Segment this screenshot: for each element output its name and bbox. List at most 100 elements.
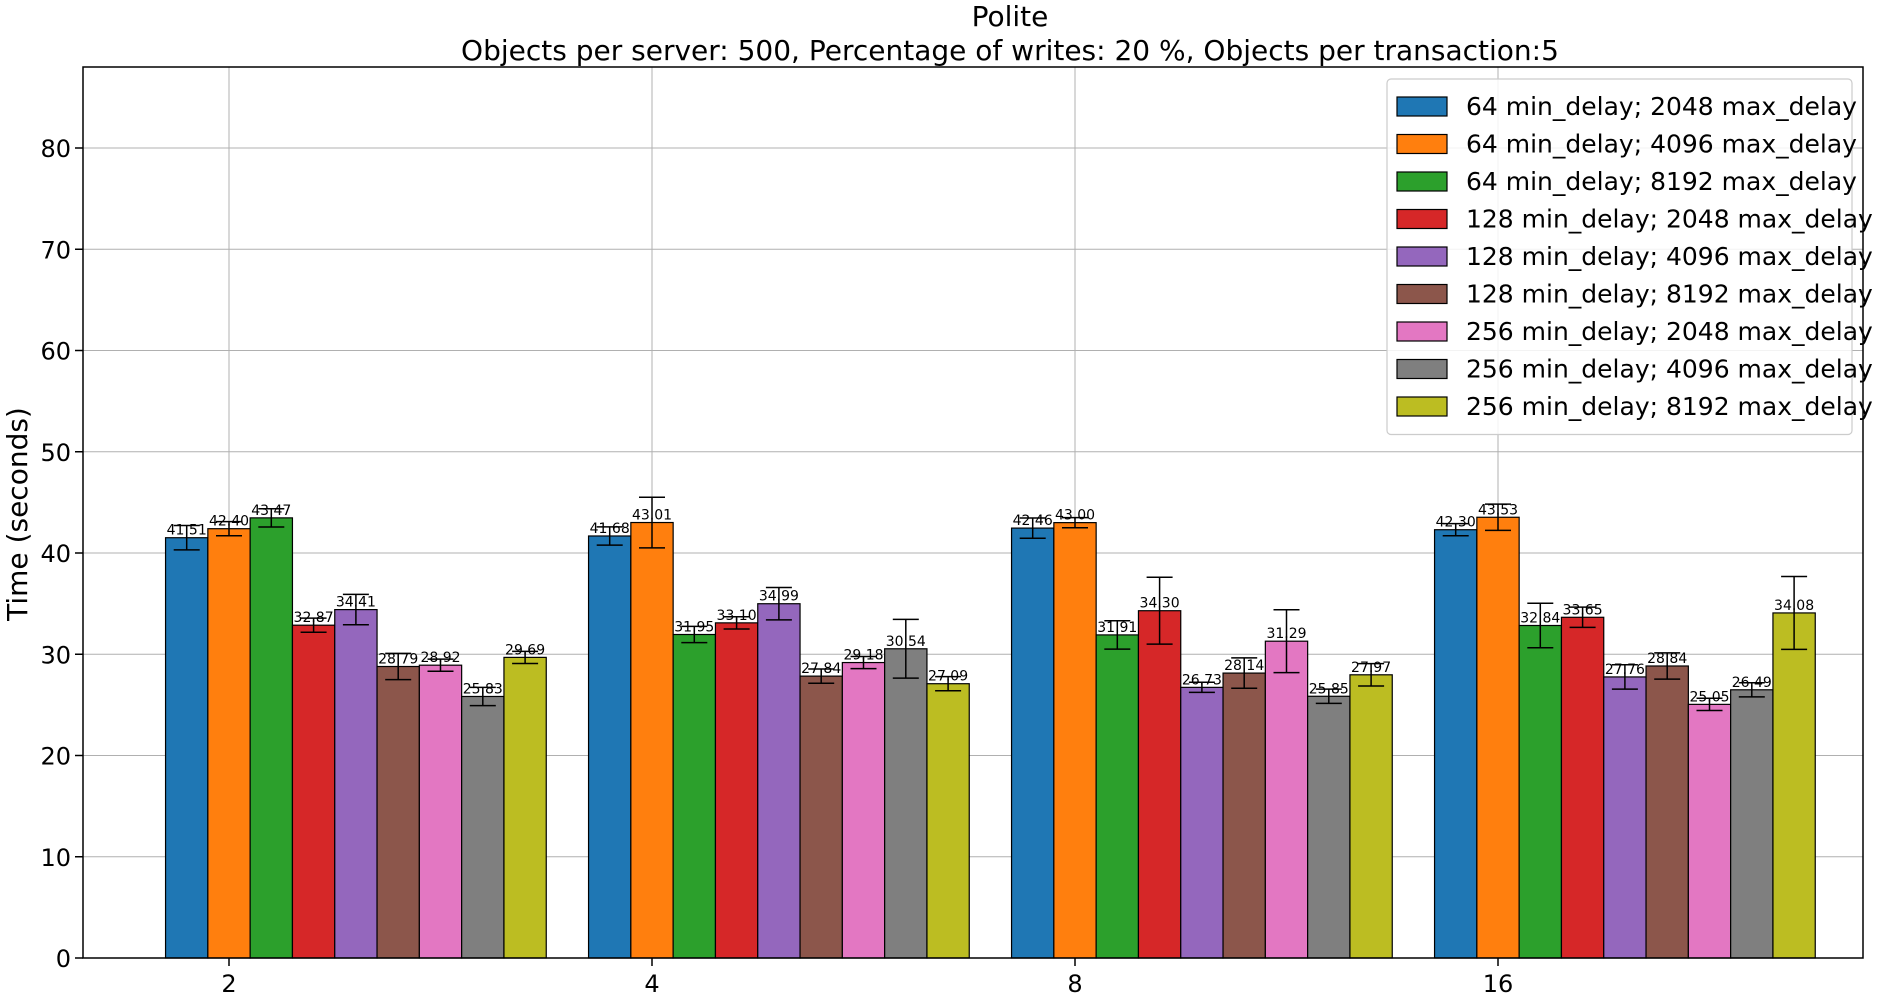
bar — [1307, 695, 1351, 959]
legend-swatch — [1396, 246, 1448, 267]
data-label: 27.09 — [928, 669, 968, 685]
legend-label: 256 min_delay; 2048 max_delay — [1466, 317, 1873, 346]
data-label: 29.69 — [505, 642, 545, 658]
bar — [757, 603, 801, 959]
data-label: 28.79 — [378, 652, 418, 668]
data-label: 41.51 — [167, 523, 207, 539]
bar — [714, 622, 759, 959]
data-label: 27.76 — [1605, 662, 1645, 678]
bar — [884, 648, 928, 959]
data-label: 42.46 — [1013, 513, 1053, 529]
legend-swatch — [1396, 396, 1448, 417]
bar — [334, 608, 378, 959]
y-tick-label: 60 — [40, 338, 71, 366]
data-label: 41.68 — [590, 521, 630, 537]
data-label: 27.84 — [801, 661, 841, 677]
data-label: 33.65 — [1563, 602, 1603, 618]
legend-swatch — [1396, 96, 1448, 117]
legend-label: 64 min_delay; 4096 max_delay — [1466, 130, 1857, 159]
y-tick-label: 30 — [40, 641, 71, 669]
x-tick-label: 8 — [1067, 970, 1082, 998]
data-label: 43.53 — [1478, 502, 1518, 518]
bar — [1264, 640, 1309, 959]
y-tick-label: 0 — [56, 945, 71, 973]
bar — [1772, 612, 1816, 959]
legend-label: 64 min_delay; 2048 max_delay — [1466, 92, 1857, 121]
y-tick-label: 10 — [40, 844, 71, 872]
data-label: 25.85 — [1309, 681, 1349, 697]
data-label: 34.99 — [759, 589, 799, 605]
bar — [672, 633, 717, 959]
bar — [1053, 522, 1097, 959]
legend-label: 256 min_delay; 8192 max_delay — [1466, 392, 1873, 421]
x-tick-label: 2 — [221, 970, 236, 998]
legend-label: 256 min_delay; 4096 max_delay — [1466, 355, 1873, 384]
data-label: 34.30 — [1140, 596, 1180, 612]
legend-swatch — [1396, 133, 1448, 155]
data-label: 43.01 — [632, 508, 672, 524]
legend-label: 128 min_delay; 8192 max_delay — [1466, 280, 1873, 309]
bar — [503, 656, 547, 959]
data-label: 29.18 — [843, 648, 883, 664]
data-label: 30.54 — [886, 634, 926, 650]
data-label: 31.91 — [1097, 620, 1137, 636]
bar — [291, 624, 336, 959]
y-tick-label: 50 — [40, 439, 71, 467]
legend-label: 128 min_delay; 2048 max_delay — [1466, 205, 1873, 234]
data-label: 28.84 — [1647, 651, 1687, 667]
data-label: 28.14 — [1224, 658, 1264, 674]
data-label: 34.08 — [1774, 598, 1814, 614]
bar — [587, 535, 632, 959]
legend-swatch — [1396, 321, 1448, 342]
legend-box — [1386, 78, 1853, 436]
x-tick-label: 16 — [1483, 970, 1514, 998]
y-tick-label: 70 — [40, 236, 71, 264]
bar — [207, 528, 251, 959]
axis-ticks: 0 10 20 30 40 50 60 70 80 2 4 8 16 — [40, 135, 1513, 998]
chart-subtitle: Objects per server: 500, Percentage of w… — [461, 34, 1559, 67]
bar — [1222, 672, 1266, 959]
bar — [1010, 527, 1055, 959]
bar — [1518, 624, 1563, 959]
y-axis-label: Time (seconds) — [1, 407, 34, 622]
bar — [1349, 674, 1393, 959]
bar — [376, 665, 420, 959]
bar — [418, 664, 463, 959]
bar — [1180, 686, 1224, 959]
bar — [1687, 703, 1732, 959]
bars — [164, 496, 1816, 959]
legend-swatch — [1396, 358, 1448, 380]
legend-label: 64 min_delay; 8192 max_delay — [1466, 167, 1857, 196]
bar — [799, 675, 843, 959]
bar — [1645, 665, 1689, 959]
bar — [1137, 610, 1182, 959]
bar — [1730, 689, 1774, 959]
y-tick-label: 20 — [40, 743, 71, 771]
y-tick-label: 80 — [40, 135, 71, 163]
legend-swatch — [1396, 208, 1448, 230]
bar — [1560, 616, 1605, 959]
bar — [630, 521, 674, 959]
bar — [1476, 516, 1520, 959]
data-label: 34.41 — [336, 595, 376, 611]
bar — [1603, 676, 1647, 959]
data-label: 27.97 — [1351, 660, 1391, 676]
data-label: 33.10 — [717, 608, 757, 624]
plot-frame — [82, 66, 1864, 959]
chart-title: Polite — [972, 0, 1049, 33]
data-label: 32.84 — [1520, 610, 1560, 626]
data-label: 25.83 — [463, 681, 503, 697]
data-label: 26.73 — [1182, 672, 1222, 688]
bar — [249, 517, 294, 959]
data-label: 42.30 — [1436, 515, 1476, 531]
data-label: 26.49 — [1732, 675, 1772, 691]
data-label: 42.40 — [209, 514, 249, 530]
data-label: 43.47 — [251, 503, 291, 519]
data-label: 43.00 — [1055, 508, 1095, 524]
bar — [164, 537, 209, 959]
legend-swatch — [1396, 171, 1448, 192]
y-tick-label: 40 — [40, 540, 71, 568]
bar — [1433, 529, 1478, 959]
